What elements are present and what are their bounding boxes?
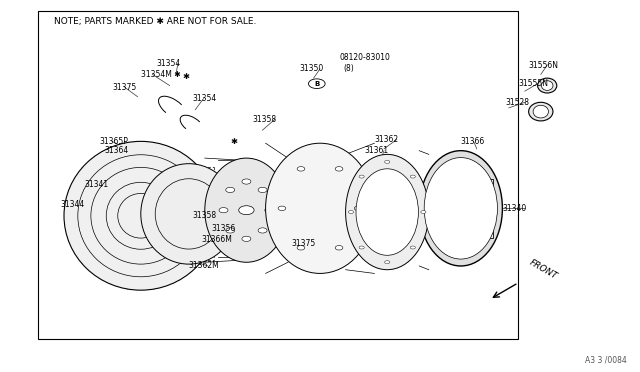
Text: 31528: 31528: [506, 98, 530, 107]
Text: 31341: 31341: [84, 180, 109, 189]
Text: 31375: 31375: [112, 83, 136, 92]
Text: B: B: [314, 81, 319, 87]
Ellipse shape: [141, 164, 237, 264]
Text: 31556N: 31556N: [528, 61, 558, 70]
Circle shape: [297, 246, 305, 250]
Text: 31358: 31358: [253, 115, 277, 124]
Text: A3 3 /0084: A3 3 /0084: [586, 356, 627, 365]
Ellipse shape: [419, 151, 502, 266]
Circle shape: [385, 160, 390, 163]
Ellipse shape: [529, 102, 553, 121]
Circle shape: [258, 228, 267, 233]
Text: FRONT: FRONT: [528, 258, 559, 281]
Text: ✱: ✱: [230, 137, 237, 146]
Text: 31362M: 31362M: [189, 262, 220, 270]
Circle shape: [359, 246, 364, 249]
Text: 31344: 31344: [61, 200, 85, 209]
Bar: [38, 11, 518, 339]
Bar: [467, 179, 493, 238]
Text: ✱: ✱: [182, 72, 189, 81]
Text: 31354: 31354: [192, 94, 216, 103]
Text: 31362: 31362: [374, 135, 399, 144]
Ellipse shape: [266, 143, 374, 273]
Text: 31358: 31358: [192, 211, 216, 220]
Ellipse shape: [541, 81, 553, 90]
Text: 31361: 31361: [365, 146, 389, 155]
Text: 31350: 31350: [300, 64, 324, 73]
Text: 31340: 31340: [502, 204, 527, 213]
Ellipse shape: [538, 78, 557, 93]
Circle shape: [239, 206, 254, 215]
Circle shape: [410, 175, 415, 178]
Circle shape: [258, 187, 267, 193]
Text: 31375: 31375: [291, 239, 316, 248]
Circle shape: [355, 206, 362, 211]
Circle shape: [226, 187, 235, 193]
Text: 31365P: 31365P: [99, 137, 128, 146]
Circle shape: [385, 261, 390, 264]
Text: 31366M: 31366M: [202, 235, 232, 244]
Ellipse shape: [533, 105, 548, 118]
Circle shape: [359, 175, 364, 178]
Ellipse shape: [64, 141, 218, 290]
Text: 31356: 31356: [211, 224, 236, 233]
Circle shape: [219, 208, 228, 213]
Text: 31366: 31366: [461, 137, 485, 146]
Circle shape: [297, 167, 305, 171]
Circle shape: [226, 228, 235, 233]
Text: 31364: 31364: [104, 146, 129, 155]
Text: 08120-83010: 08120-83010: [339, 53, 390, 62]
Circle shape: [278, 206, 285, 211]
Ellipse shape: [356, 169, 419, 255]
Circle shape: [265, 208, 274, 213]
Circle shape: [242, 236, 251, 241]
Circle shape: [410, 246, 415, 249]
Text: (8): (8): [344, 64, 355, 73]
Circle shape: [308, 79, 325, 89]
Text: 31354M ✱: 31354M ✱: [141, 70, 180, 79]
Circle shape: [242, 179, 251, 184]
Ellipse shape: [205, 158, 288, 262]
Circle shape: [335, 167, 343, 171]
Ellipse shape: [424, 158, 497, 259]
Circle shape: [335, 246, 343, 250]
Ellipse shape: [346, 154, 429, 270]
Text: 31354: 31354: [157, 59, 181, 68]
Text: NOTE; PARTS MARKED ✱ ARE NOT FOR SALE.: NOTE; PARTS MARKED ✱ ARE NOT FOR SALE.: [54, 17, 257, 26]
Circle shape: [421, 211, 426, 214]
Circle shape: [348, 211, 353, 214]
Text: 31555N: 31555N: [518, 79, 548, 88]
